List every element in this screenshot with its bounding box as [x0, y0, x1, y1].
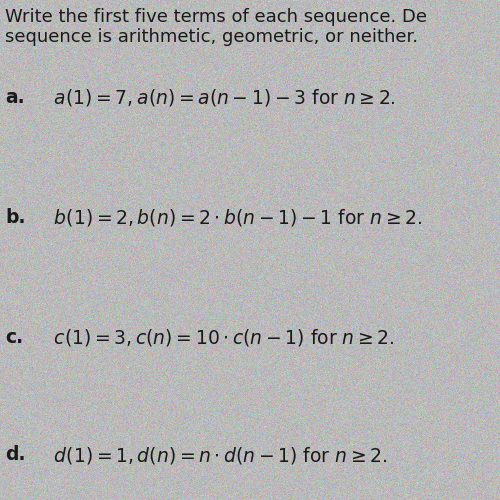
Text: sequence is arithmetic, geometric, or neither.: sequence is arithmetic, geometric, or ne… [5, 28, 418, 46]
Text: $c(1) = 3, c(n) = 10 \cdot c(n-1)$ for $n \geq 2$.: $c(1) = 3, c(n) = 10 \cdot c(n-1)$ for $… [42, 327, 395, 348]
Text: b.: b. [5, 208, 25, 227]
Text: c.: c. [5, 328, 23, 347]
Text: a.: a. [5, 88, 24, 107]
Text: $d(1) = 1, d(n) = n \cdot d(n-1)$ for $n \geq 2$.: $d(1) = 1, d(n) = n \cdot d(n-1)$ for $n… [42, 444, 388, 466]
Text: $b(1) = 2, b(n) = 2 \cdot b(n-1) - 1$ for $n \geq 2$.: $b(1) = 2, b(n) = 2 \cdot b(n-1) - 1$ fo… [42, 207, 423, 228]
Text: $a(1) = 7, a(n) = a(n-1) - 3$ for $n \geq 2$.: $a(1) = 7, a(n) = a(n-1) - 3$ for $n \ge… [42, 87, 397, 108]
Text: d.: d. [5, 446, 25, 464]
Text: Write the first five terms of each sequence. De: Write the first five terms of each seque… [5, 8, 427, 26]
